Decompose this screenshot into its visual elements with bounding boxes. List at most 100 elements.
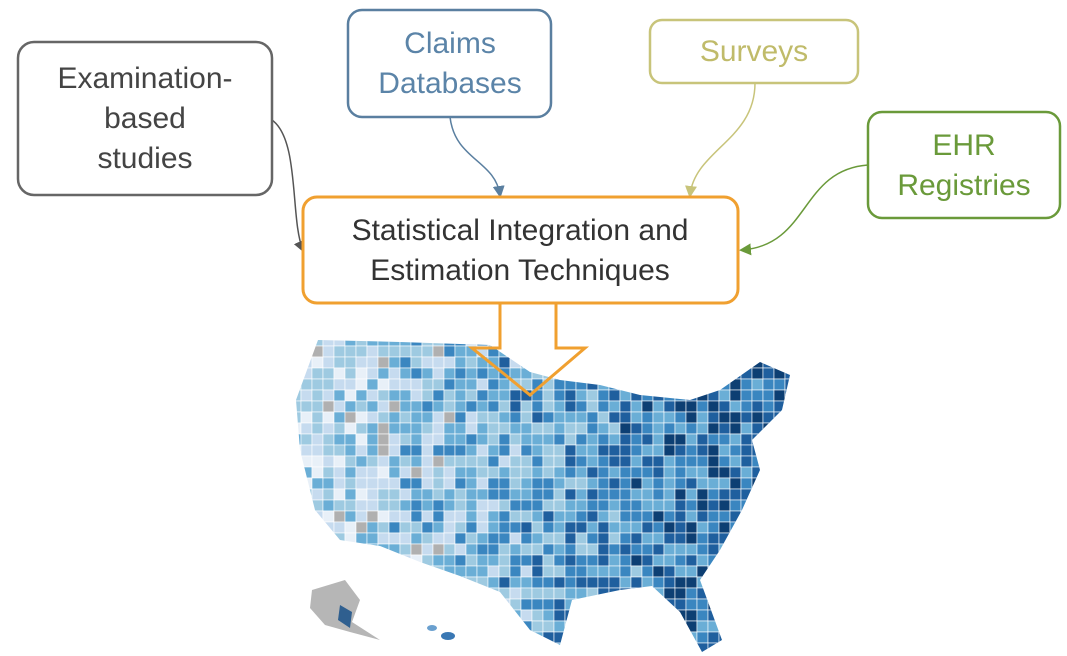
map-cell (663, 576, 676, 589)
map-cell (796, 489, 807, 500)
map-cell (322, 631, 335, 644)
map-cell (696, 576, 709, 589)
map-cell (410, 433, 423, 446)
map-cell (377, 543, 390, 556)
map-cell (796, 511, 807, 522)
map-cell (296, 510, 302, 523)
map-cell (553, 631, 566, 644)
map-cell (300, 444, 313, 457)
map-cell (630, 400, 643, 413)
map-cell (575, 466, 588, 479)
map-cell (366, 488, 379, 501)
map-cell (454, 455, 467, 468)
map-cell (729, 400, 742, 413)
map-cell (311, 521, 324, 534)
map-cell (553, 466, 566, 479)
map-cell (553, 433, 566, 446)
map-cell (311, 367, 324, 380)
map-cell (696, 477, 709, 490)
map-cell (674, 356, 687, 369)
map-cell (685, 411, 698, 424)
map-cell (784, 521, 790, 534)
map-cell (619, 389, 632, 402)
map-cell (564, 455, 577, 468)
map-cell (509, 510, 522, 523)
map-cell (796, 588, 807, 599)
map-cell (564, 499, 577, 512)
map-cell (773, 499, 786, 512)
map-cell (619, 587, 632, 600)
map-cell (762, 576, 775, 589)
map-cell (773, 411, 786, 424)
map-cell (300, 532, 313, 545)
map-cell (751, 345, 764, 358)
map-cell (542, 444, 555, 457)
map-cell (685, 433, 698, 446)
map-cell (740, 620, 753, 633)
map-cell (597, 499, 610, 512)
map-cell (652, 576, 665, 589)
map-cell (355, 642, 368, 652)
map-cell (564, 444, 577, 457)
map-cell (454, 378, 467, 391)
map-cell (520, 554, 533, 567)
map-cell (542, 609, 555, 622)
map-cell (762, 389, 775, 402)
map-cell (674, 466, 687, 479)
map-cell (377, 411, 390, 424)
map-cell (498, 433, 511, 446)
map-cell (796, 445, 807, 456)
map-cell (751, 598, 764, 611)
map-cell (410, 340, 423, 347)
map-cell (663, 488, 676, 501)
map-cell (531, 488, 544, 501)
map-cell (322, 378, 335, 391)
map-cell (630, 587, 643, 600)
map-cell (509, 620, 522, 633)
map-cell (443, 499, 456, 512)
map-cell (366, 554, 379, 567)
map-cell (586, 345, 599, 358)
map-cell (685, 510, 698, 523)
map-cell (366, 642, 379, 652)
map-cell (421, 367, 434, 380)
map-cell (762, 345, 775, 358)
map-cell (344, 433, 357, 446)
map-cell (322, 345, 335, 358)
map-cell (432, 576, 445, 589)
map-cell (421, 340, 434, 347)
map-cell (465, 389, 478, 402)
map-cell (498, 642, 511, 652)
map-cell (740, 576, 753, 589)
map-cell (641, 565, 654, 578)
map-cell (619, 620, 632, 633)
map-cell (520, 565, 533, 578)
map-cell (674, 499, 687, 512)
map-cell (509, 532, 522, 545)
map-cell (718, 521, 731, 534)
map-cell (685, 345, 698, 358)
map-cell (575, 631, 588, 644)
map-cell (520, 499, 533, 512)
map-cell (344, 367, 357, 380)
map-cell (454, 422, 467, 435)
map-cell (487, 422, 500, 435)
map-cell (553, 389, 566, 402)
map-cell (652, 631, 665, 644)
map-cell (597, 422, 610, 435)
map-cell (296, 532, 302, 545)
map-cell (311, 477, 324, 490)
map-cell (707, 400, 720, 413)
map-cell (542, 400, 555, 413)
map-cell (388, 598, 401, 611)
map-cell (520, 455, 533, 468)
map-cell (421, 356, 434, 369)
map-cell (762, 565, 775, 578)
map-cell (707, 587, 720, 600)
map-cell (366, 433, 379, 446)
map-cell (608, 444, 621, 457)
map-cell (520, 521, 533, 534)
map-cell (608, 433, 621, 446)
map-cell (751, 521, 764, 534)
map-cell (586, 378, 599, 391)
